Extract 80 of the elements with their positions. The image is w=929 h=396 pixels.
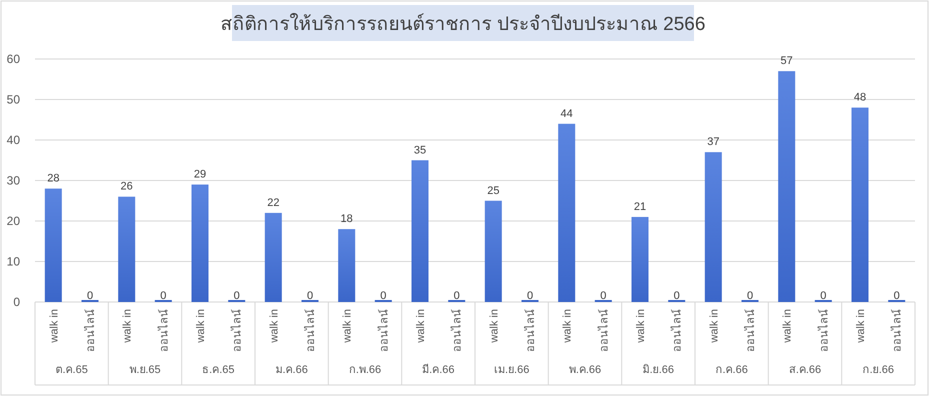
data-label: 22 — [267, 196, 280, 209]
text: walk in — [342, 309, 354, 343]
bar — [632, 216, 648, 302]
text: ออนไลน์ — [892, 309, 904, 352]
y-tick-label: 30 — [6, 174, 20, 188]
y-tick-label: 40 — [6, 133, 20, 147]
text: ออนไลน์ — [672, 309, 684, 352]
data-label: 0 — [894, 290, 900, 302]
data-label: 37 — [707, 136, 720, 148]
text: ออนไลน์ — [818, 309, 830, 352]
data-label: 0 — [820, 290, 826, 302]
bar — [44, 188, 62, 302]
text: walk in — [562, 309, 574, 343]
text: ออนไลน์ — [158, 309, 170, 352]
text: ออนไลน์ — [525, 309, 537, 352]
text: walk in — [195, 309, 207, 343]
y-tick-label: 60 — [6, 52, 20, 66]
text: ออนไลน์ — [232, 309, 244, 352]
text: ออนไลน์ — [84, 309, 97, 352]
text: ออนไลน์ — [378, 309, 390, 352]
data-label: 28 — [47, 172, 60, 185]
y-tick-label: 20 — [6, 214, 20, 228]
data-label: 0 — [160, 290, 166, 302]
data-label: 48 — [854, 92, 866, 104]
y-tick-label: 50 — [6, 92, 20, 106]
data-label: 0 — [526, 290, 534, 302]
data-label: 0 — [746, 290, 754, 302]
data-label: 0 — [380, 290, 386, 302]
bar — [264, 212, 282, 302]
bar — [558, 124, 576, 302]
data-label: 0 — [234, 290, 240, 302]
data-label: 29 — [194, 168, 206, 181]
text: walk in — [782, 309, 794, 343]
bar — [412, 160, 428, 302]
x-tick-label: ธ.ค.65 — [202, 364, 235, 376]
bar — [484, 200, 502, 302]
text: ออนไลน์ — [305, 309, 317, 352]
x-tick-label: ก.ค.66 — [715, 364, 748, 376]
data-label: 0 — [86, 290, 94, 302]
x-tick-label: ส.ค.66 — [788, 364, 822, 376]
x-tick-label: พ.ค.66 — [568, 364, 602, 376]
bar — [192, 184, 208, 302]
text: ออนไลน์ — [452, 309, 464, 352]
data-label: 26 — [120, 180, 133, 193]
y-tick-label: 0 — [13, 295, 20, 309]
y-tick-label: 10 — [6, 254, 20, 268]
bar — [118, 196, 136, 302]
x-tick-label: ก.ย.66 — [862, 364, 894, 376]
text: ออนไลน์ — [745, 309, 757, 352]
data-label: 0 — [454, 290, 460, 302]
data-label: 57 — [780, 55, 793, 68]
text: walk in — [488, 309, 500, 343]
bar — [704, 152, 722, 302]
x-tick-label: ต.ค.65 — [55, 364, 88, 376]
chart-title: สถิติการให้บริการรถยนต์ราชการ ประจำปีงบประมาณ 2566 — [220, 13, 706, 35]
data-label: 21 — [634, 200, 646, 213]
text: walk in — [635, 309, 647, 343]
text: walk in — [855, 309, 867, 343]
x-tick-label: มิ.ย.66 — [642, 364, 674, 376]
bar — [338, 229, 356, 302]
text: walk in — [708, 309, 720, 343]
x-tick-label: เม.ย.66 — [494, 364, 530, 376]
bar — [852, 108, 868, 302]
x-tick-label: มี.ค.66 — [422, 363, 455, 376]
data-label: 0 — [674, 290, 680, 302]
data-label: 35 — [414, 144, 426, 156]
data-label: 18 — [340, 213, 353, 226]
x-tick-label: ม.ค.66 — [275, 364, 308, 376]
text: walk in — [268, 309, 280, 343]
text: walk in — [48, 309, 60, 344]
text: walk in — [415, 309, 427, 343]
bar — [778, 71, 796, 302]
data-label: 0 — [306, 290, 314, 302]
text: ออนไลน์ — [598, 309, 610, 352]
data-label: 0 — [600, 290, 606, 302]
text: walk in — [122, 309, 134, 343]
x-tick-label: ก.พ.66 — [348, 364, 382, 376]
x-tick-label: พ.ย.65 — [129, 364, 161, 376]
data-label: 44 — [560, 108, 573, 120]
data-label: 25 — [487, 184, 500, 197]
